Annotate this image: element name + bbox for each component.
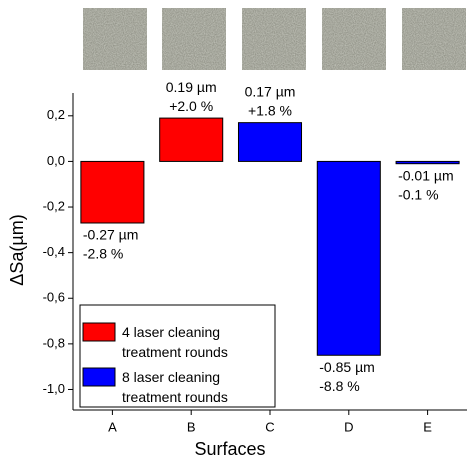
percent-label: -8.8 % — [319, 378, 359, 394]
legend-box — [79, 304, 276, 408]
bar — [159, 117, 224, 162]
x-tick-label: D — [344, 419, 353, 434]
value-label: 0.17 µm — [245, 83, 296, 99]
bar — [395, 160, 460, 165]
y-tick-label: -0,8 — [43, 335, 65, 350]
y-tick-label: -1,0 — [43, 381, 65, 396]
surface-texture — [322, 8, 386, 70]
x-tick-label: B — [187, 419, 196, 434]
percent-label: +1.8 % — [248, 102, 292, 118]
legend-label: 8 laser cleaning treatment rounds — [122, 369, 228, 405]
y-tick-label: -0,4 — [43, 244, 65, 259]
y-tick-label: -0,2 — [43, 198, 65, 213]
surface-texture — [402, 8, 466, 70]
value-label: -0.27 µm — [83, 227, 139, 243]
value-label: 0.19 µm — [166, 79, 217, 95]
x-tick-label: E — [423, 419, 432, 434]
value-label: -0.85 µm — [319, 359, 375, 375]
y-tick-label: -0,6 — [43, 290, 65, 305]
bar — [316, 160, 381, 356]
percent-label: -2.8 % — [83, 246, 123, 262]
surface-images — [83, 8, 466, 70]
surface-texture — [83, 8, 147, 70]
y-tick-label: 0,0 — [47, 153, 65, 168]
legend-label: 4 laser cleaning treatment rounds — [122, 324, 228, 360]
surface-texture — [242, 8, 306, 70]
legend-swatch — [82, 322, 116, 342]
y-tick-label: 0,2 — [47, 107, 65, 122]
percent-label: +2.0 % — [169, 98, 213, 114]
x-tick-label: C — [265, 419, 274, 434]
bar — [80, 160, 145, 224]
bar — [237, 122, 303, 162]
x-axis-label: Surfaces — [194, 439, 265, 459]
value-label: -0.01 µm — [398, 167, 454, 183]
percent-label: -0.1 % — [398, 186, 438, 202]
y-axis-label: ΔSa(µm) — [7, 214, 27, 285]
surface-texture — [162, 8, 226, 70]
x-tick-label: A — [108, 419, 117, 434]
legend-swatch — [82, 367, 116, 387]
